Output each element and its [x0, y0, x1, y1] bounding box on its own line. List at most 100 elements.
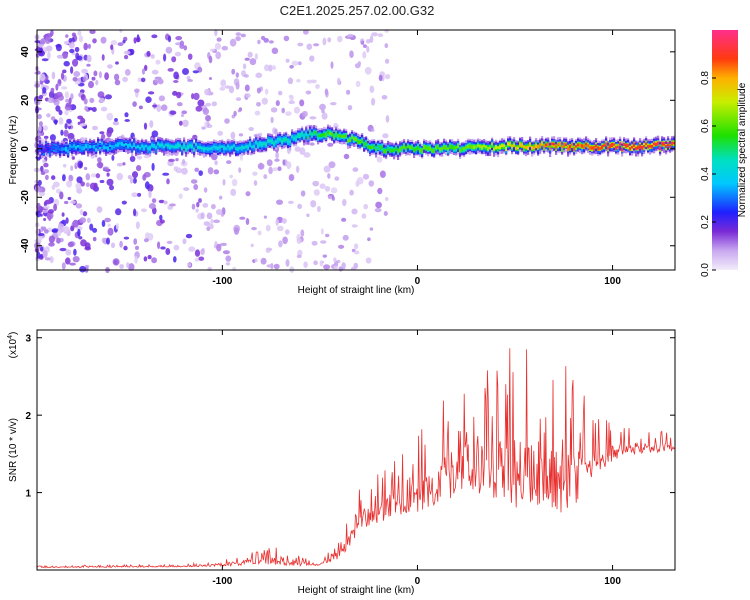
heatmap-noise-cell	[159, 214, 163, 221]
heatmap-noise-cell	[65, 34, 69, 38]
heatmap-ridge-cell	[373, 144, 376, 149]
heatmap-noise-cell	[211, 204, 216, 210]
heatmap-ridge-cell	[415, 147, 418, 152]
heatmap-noise-cell	[82, 211, 88, 217]
heatmap-noise-cell	[194, 167, 199, 172]
heatmap-noise-cell	[40, 246, 44, 252]
heatmap-noise-cell	[65, 249, 72, 256]
heatmap-noise-cell	[216, 243, 222, 252]
heatmap-noise-cell	[351, 224, 358, 228]
heatmap-ridge-cell	[119, 142, 122, 145]
heatmap-noise-cell	[196, 201, 200, 208]
heatmap-noise-cell	[70, 165, 74, 171]
heatmap-ridge-cell	[447, 147, 450, 151]
heatmap-ridge-cell	[145, 144, 148, 148]
heatmap-ridge-cell	[491, 142, 494, 146]
heatmap-noise-cell	[155, 59, 161, 65]
heatmap-ridge-cell	[247, 146, 250, 150]
heatmap-noise-cell	[56, 54, 64, 59]
heatmap-noise-cell	[160, 104, 168, 111]
heatmap-noise-cell	[147, 254, 152, 260]
heatmap-ridge-cell	[609, 143, 612, 149]
heatmap-noise-cell	[327, 37, 332, 43]
heatmap-ridge-cell	[97, 142, 100, 146]
heatmap-ridge-cell	[617, 145, 620, 149]
heatmap-noise-cell	[101, 220, 106, 227]
heatmap-noise-cell	[300, 190, 306, 197]
heatmap-ridge-cell	[295, 136, 298, 141]
heatmap-ridge-cell	[201, 146, 204, 150]
heatmap-ridge-cell	[405, 146, 408, 151]
heatmap-ridge-cell	[73, 144, 76, 148]
snr-series-line	[36, 348, 675, 569]
heatmap-ridge-cell	[311, 133, 314, 137]
heatmap-noise-cell	[136, 165, 142, 172]
heatmap-noise-cell	[143, 122, 148, 130]
heatmap-ridge-cell	[451, 144, 454, 149]
heatmap-ridge-cell	[127, 144, 130, 149]
heatmap-ridge-cell	[189, 144, 192, 148]
heatmap-noise-cell	[66, 180, 73, 188]
heatmap-noise-cell	[204, 121, 208, 128]
heatmap-noise-cell	[41, 58, 49, 62]
heatmap-noise-cell	[55, 105, 61, 112]
heatmap-ridge-cell	[131, 145, 134, 149]
heatmap-ridge-cell	[331, 132, 334, 137]
heatmap-ridge-cell	[421, 149, 424, 154]
heatmap-noise-cell	[282, 236, 288, 245]
heatmap-noise-cell	[287, 77, 294, 85]
heatmap-noise-cell	[220, 213, 224, 217]
heatmap-noise-cell	[87, 43, 91, 49]
heatmap-ridge-cell	[255, 140, 258, 144]
heatmap-noise-cell	[203, 187, 208, 193]
heatmap-noise-cell	[40, 171, 46, 175]
heatmap-ridge-cell	[397, 149, 400, 154]
heatmap-noise-cell	[182, 238, 187, 245]
heatmap-ridge-cell	[481, 145, 484, 150]
heatmap-noise-cell	[349, 50, 354, 58]
heatmap-noise-cell	[62, 163, 67, 168]
heatmap-noise-cell	[220, 242, 227, 247]
heatmap-ridge-cell	[161, 143, 164, 147]
heatmap-noise-cell	[42, 125, 48, 131]
heatmap-noise-cell	[313, 43, 320, 47]
heatmap-noise-cell	[235, 32, 242, 36]
heatmap-noise-cell	[306, 213, 310, 218]
heatmap-noise-cell	[353, 243, 359, 250]
heatmap-noise-cell	[305, 90, 312, 95]
snr-x-tick-label: -100	[212, 576, 232, 587]
heatmap-ridge-cell	[313, 130, 316, 134]
heatmap-ridge-cell	[353, 137, 356, 141]
heatmap-noise-cell	[379, 170, 386, 178]
chart-title: C2E1.2025.257.02.00.G32	[280, 3, 435, 18]
heatmap-peak-cell	[651, 145, 654, 148]
heatmap-noise-cell	[124, 112, 129, 118]
heatmap-ridge-cell	[351, 135, 354, 139]
heatmap-noise-cell	[37, 179, 42, 186]
colorbar-label: Normalized spectral amplitude	[737, 82, 748, 217]
heatmap-noise-cell	[95, 173, 101, 179]
heatmap-ridge-cell	[205, 147, 208, 150]
heatmap-ridge-cell	[669, 144, 672, 148]
heatmap-ridge-cell	[149, 146, 152, 151]
heatmap-noise-cell	[222, 250, 230, 255]
heatmap-ridge-cell	[633, 142, 636, 147]
heatmap-noise-cell	[114, 73, 120, 81]
heatmap-noise-cell	[66, 118, 72, 124]
heatmap-ridge-cell	[649, 144, 652, 148]
heatmap-ridge-cell	[75, 146, 78, 150]
heatmap-noise-cell	[110, 40, 118, 46]
heatmap-ridge-cell	[449, 144, 452, 149]
heatmap-peak-cell	[595, 144, 598, 147]
heatmap-noise-cell	[68, 174, 72, 180]
heatmap-ridge-cell	[625, 144, 628, 148]
heatmap-x-tick-label: 0	[415, 276, 421, 287]
heatmap-noise-cell	[136, 37, 141, 43]
heatmap-noise-cell	[86, 54, 92, 63]
heatmap-noise-cell	[50, 116, 56, 121]
heatmap-ridge-cell	[643, 145, 646, 149]
heatmap-noise-cell	[263, 174, 268, 180]
heatmap-noise-cell	[76, 176, 83, 184]
heatmap-noise-cell	[134, 88, 140, 93]
heatmap-noise-cell	[371, 128, 375, 132]
